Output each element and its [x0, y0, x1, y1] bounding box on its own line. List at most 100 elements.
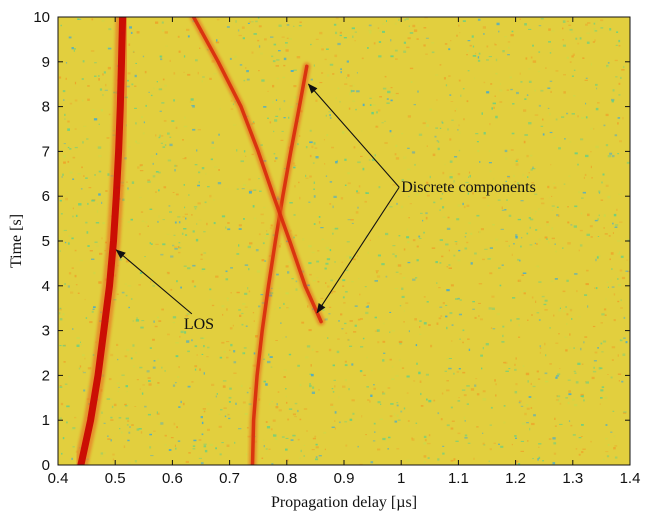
noise-speckle	[82, 371, 86, 374]
noise-speckle	[202, 337, 205, 339]
noise-speckle	[494, 379, 496, 382]
noise-speckle	[609, 152, 613, 155]
noise-speckle	[373, 384, 375, 386]
noise-speckle	[574, 372, 577, 374]
noise-speckle	[180, 286, 182, 289]
noise-speckle	[558, 333, 560, 335]
noise-speckle	[556, 395, 561, 398]
noise-speckle	[243, 184, 246, 186]
noise-speckle	[242, 352, 246, 355]
noise-speckle	[440, 418, 443, 421]
noise-speckle	[440, 315, 443, 317]
noise-speckle	[172, 384, 176, 387]
noise-speckle	[529, 244, 533, 246]
noise-speckle	[556, 375, 560, 377]
noise-speckle	[517, 463, 521, 465]
noise-speckle	[173, 72, 176, 75]
noise-speckle	[183, 265, 187, 267]
noise-speckle	[538, 238, 541, 241]
noise-speckle	[347, 74, 350, 77]
noise-speckle	[351, 222, 354, 224]
noise-speckle	[516, 158, 519, 160]
noise-speckle	[108, 28, 112, 31]
noise-speckle	[201, 353, 204, 355]
noise-speckle	[352, 412, 355, 415]
noise-speckle	[273, 43, 277, 46]
noise-speckle	[535, 265, 539, 267]
noise-speckle	[258, 305, 261, 308]
noise-speckle	[158, 136, 161, 139]
noise-speckle	[534, 89, 536, 92]
noise-speckle	[509, 76, 512, 79]
noise-speckle	[91, 310, 94, 313]
noise-speckle	[511, 132, 515, 135]
noise-speckle	[558, 147, 561, 150]
noise-speckle	[337, 338, 340, 340]
noise-speckle	[260, 144, 263, 146]
noise-speckle	[474, 252, 477, 255]
noise-speckle	[244, 264, 249, 266]
noise-speckle	[183, 228, 187, 230]
noise-speckle	[329, 181, 333, 183]
noise-speckle	[65, 197, 68, 201]
noise-speckle	[546, 221, 549, 224]
noise-speckle	[448, 267, 452, 269]
noise-speckle	[587, 305, 589, 308]
noise-speckle	[571, 31, 574, 33]
noise-speckle	[350, 219, 354, 221]
noise-speckle	[528, 122, 532, 125]
noise-speckle	[262, 242, 265, 245]
noise-speckle	[350, 89, 353, 93]
noise-speckle	[278, 24, 282, 27]
noise-speckle	[412, 278, 416, 281]
noise-speckle	[164, 144, 167, 146]
noise-speckle	[555, 118, 558, 121]
noise-speckle	[345, 332, 348, 334]
noise-speckle	[441, 122, 444, 124]
noise-speckle	[290, 229, 292, 232]
noise-speckle	[436, 322, 439, 325]
noise-speckle	[565, 349, 568, 352]
noise-speckle	[374, 316, 377, 319]
noise-speckle	[422, 219, 424, 222]
noise-speckle	[347, 339, 350, 341]
noise-speckle	[266, 233, 269, 235]
noise-speckle	[157, 220, 159, 223]
noise-speckle	[75, 284, 78, 286]
noise-speckle	[124, 254, 127, 256]
noise-speckle	[542, 118, 544, 121]
noise-speckle	[514, 363, 516, 366]
noise-speckle	[62, 313, 65, 316]
noise-speckle	[568, 393, 572, 396]
noise-speckle	[493, 177, 495, 180]
noise-speckle	[556, 206, 559, 208]
noise-speckle	[377, 109, 381, 112]
noise-speckle	[288, 408, 293, 410]
noise-speckle	[159, 55, 162, 58]
noise-speckle	[311, 449, 315, 451]
noise-speckle	[527, 380, 529, 383]
noise-speckle	[113, 299, 117, 301]
noise-speckle	[470, 262, 473, 265]
noise-speckle	[126, 424, 129, 426]
noise-speckle	[292, 413, 296, 416]
noise-speckle	[328, 306, 332, 308]
noise-speckle	[366, 356, 368, 359]
noise-speckle	[574, 205, 578, 208]
noise-speckle	[204, 320, 207, 322]
noise-speckle	[83, 389, 86, 392]
noise-speckle	[580, 212, 583, 215]
noise-speckle	[399, 305, 402, 307]
noise-speckle	[515, 188, 519, 190]
noise-speckle	[167, 132, 170, 135]
noise-speckle	[595, 107, 599, 111]
noise-speckle	[184, 116, 186, 119]
noise-speckle	[215, 275, 219, 278]
noise-speckle	[406, 392, 409, 394]
noise-speckle	[518, 324, 520, 327]
noise-speckle	[457, 129, 459, 131]
noise-speckle	[365, 306, 369, 308]
noise-speckle	[585, 283, 589, 286]
noise-speckle	[141, 320, 145, 322]
noise-speckle	[523, 292, 526, 295]
